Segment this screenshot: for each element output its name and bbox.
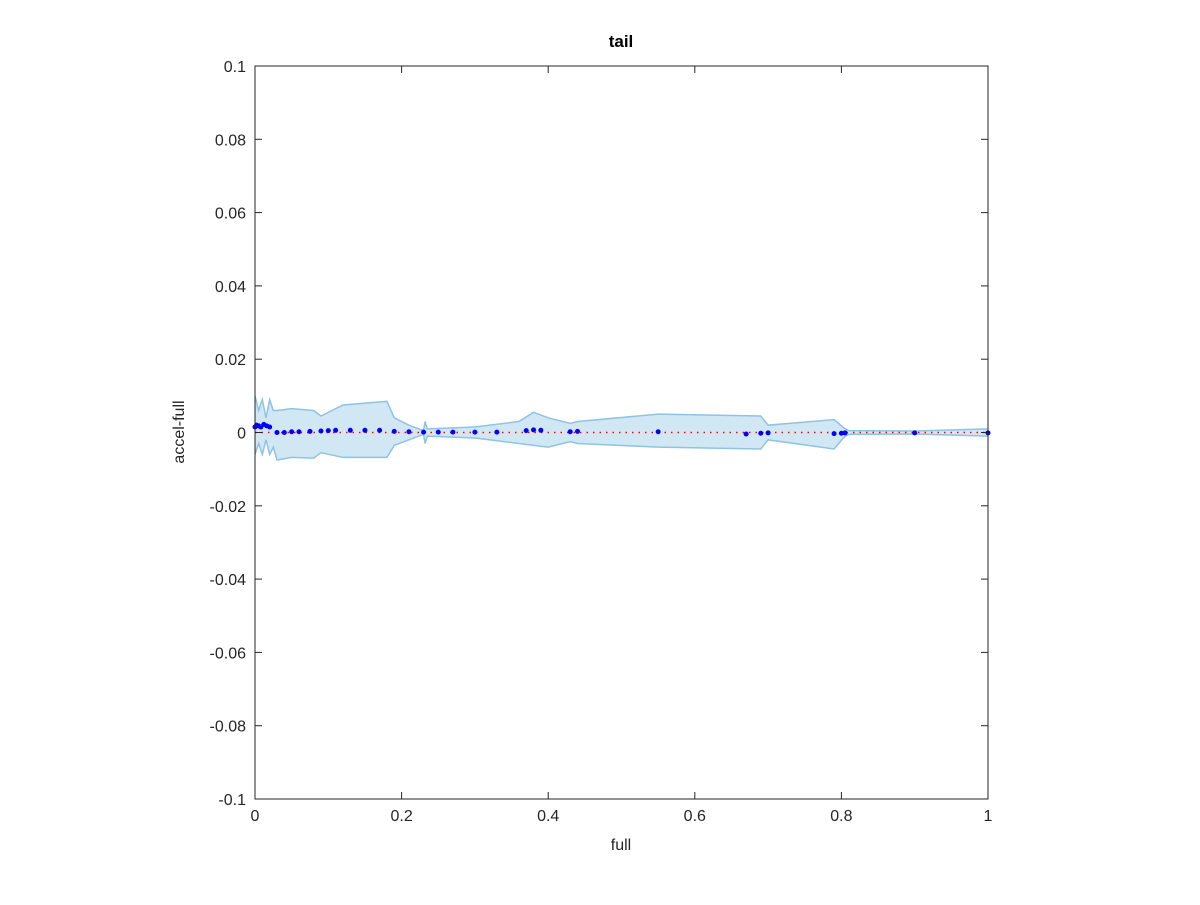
- point: [347, 427, 353, 433]
- x-tick-label: 0.2: [390, 808, 412, 825]
- point: [743, 431, 749, 437]
- x-tick-label: 0.8: [830, 808, 852, 825]
- point: [575, 428, 581, 434]
- point: [494, 429, 500, 435]
- y-tick-label: -0.06: [210, 645, 247, 662]
- point: [325, 428, 331, 434]
- point: [567, 429, 573, 435]
- y-tick-label: 0: [237, 426, 246, 443]
- point: [523, 428, 529, 434]
- point: [472, 429, 478, 435]
- x-tick-label: 1: [984, 808, 993, 825]
- point: [655, 429, 661, 435]
- x-axis-label: full: [611, 837, 631, 854]
- point: [333, 427, 339, 433]
- point: [274, 430, 280, 435]
- y-tick-label: 0.04: [215, 279, 246, 296]
- point: [765, 430, 771, 436]
- band-fill: [255, 395, 988, 460]
- y-tick-label: 0.02: [215, 352, 246, 369]
- y-tick-label: -0.02: [210, 499, 247, 516]
- point: [289, 429, 295, 435]
- point: [377, 427, 383, 433]
- point: [831, 431, 837, 437]
- chart-title: tail: [609, 32, 634, 51]
- y-tick-label: -0.08: [210, 719, 247, 736]
- x-tick-label: 0.4: [537, 808, 559, 825]
- point: [435, 429, 441, 435]
- y-tick-label: -0.04: [210, 572, 247, 589]
- point: [296, 429, 302, 435]
- x-tick-label: 0.6: [684, 808, 706, 825]
- point: [531, 427, 537, 433]
- point: [912, 430, 918, 436]
- x-tick-label: 0: [251, 808, 260, 825]
- point: [307, 428, 313, 434]
- band-upper: [254, 395, 989, 432]
- point: [318, 428, 324, 434]
- point: [391, 428, 397, 434]
- point: [421, 429, 427, 435]
- y-tick-label: 0.08: [215, 132, 246, 149]
- y-tick-label: -0.1: [218, 792, 246, 809]
- point: [281, 430, 287, 435]
- point: [538, 427, 544, 433]
- y-axis-label: accel-full: [171, 400, 188, 463]
- point: [267, 424, 273, 430]
- point: [842, 430, 848, 436]
- point: [758, 430, 764, 436]
- y-tick-label: 0.06: [215, 206, 246, 223]
- point: [362, 427, 368, 433]
- point: [406, 429, 412, 435]
- band-lower: [254, 433, 989, 461]
- point: [838, 430, 844, 436]
- y-tick-label: 0.1: [224, 59, 246, 76]
- point: [450, 429, 456, 435]
